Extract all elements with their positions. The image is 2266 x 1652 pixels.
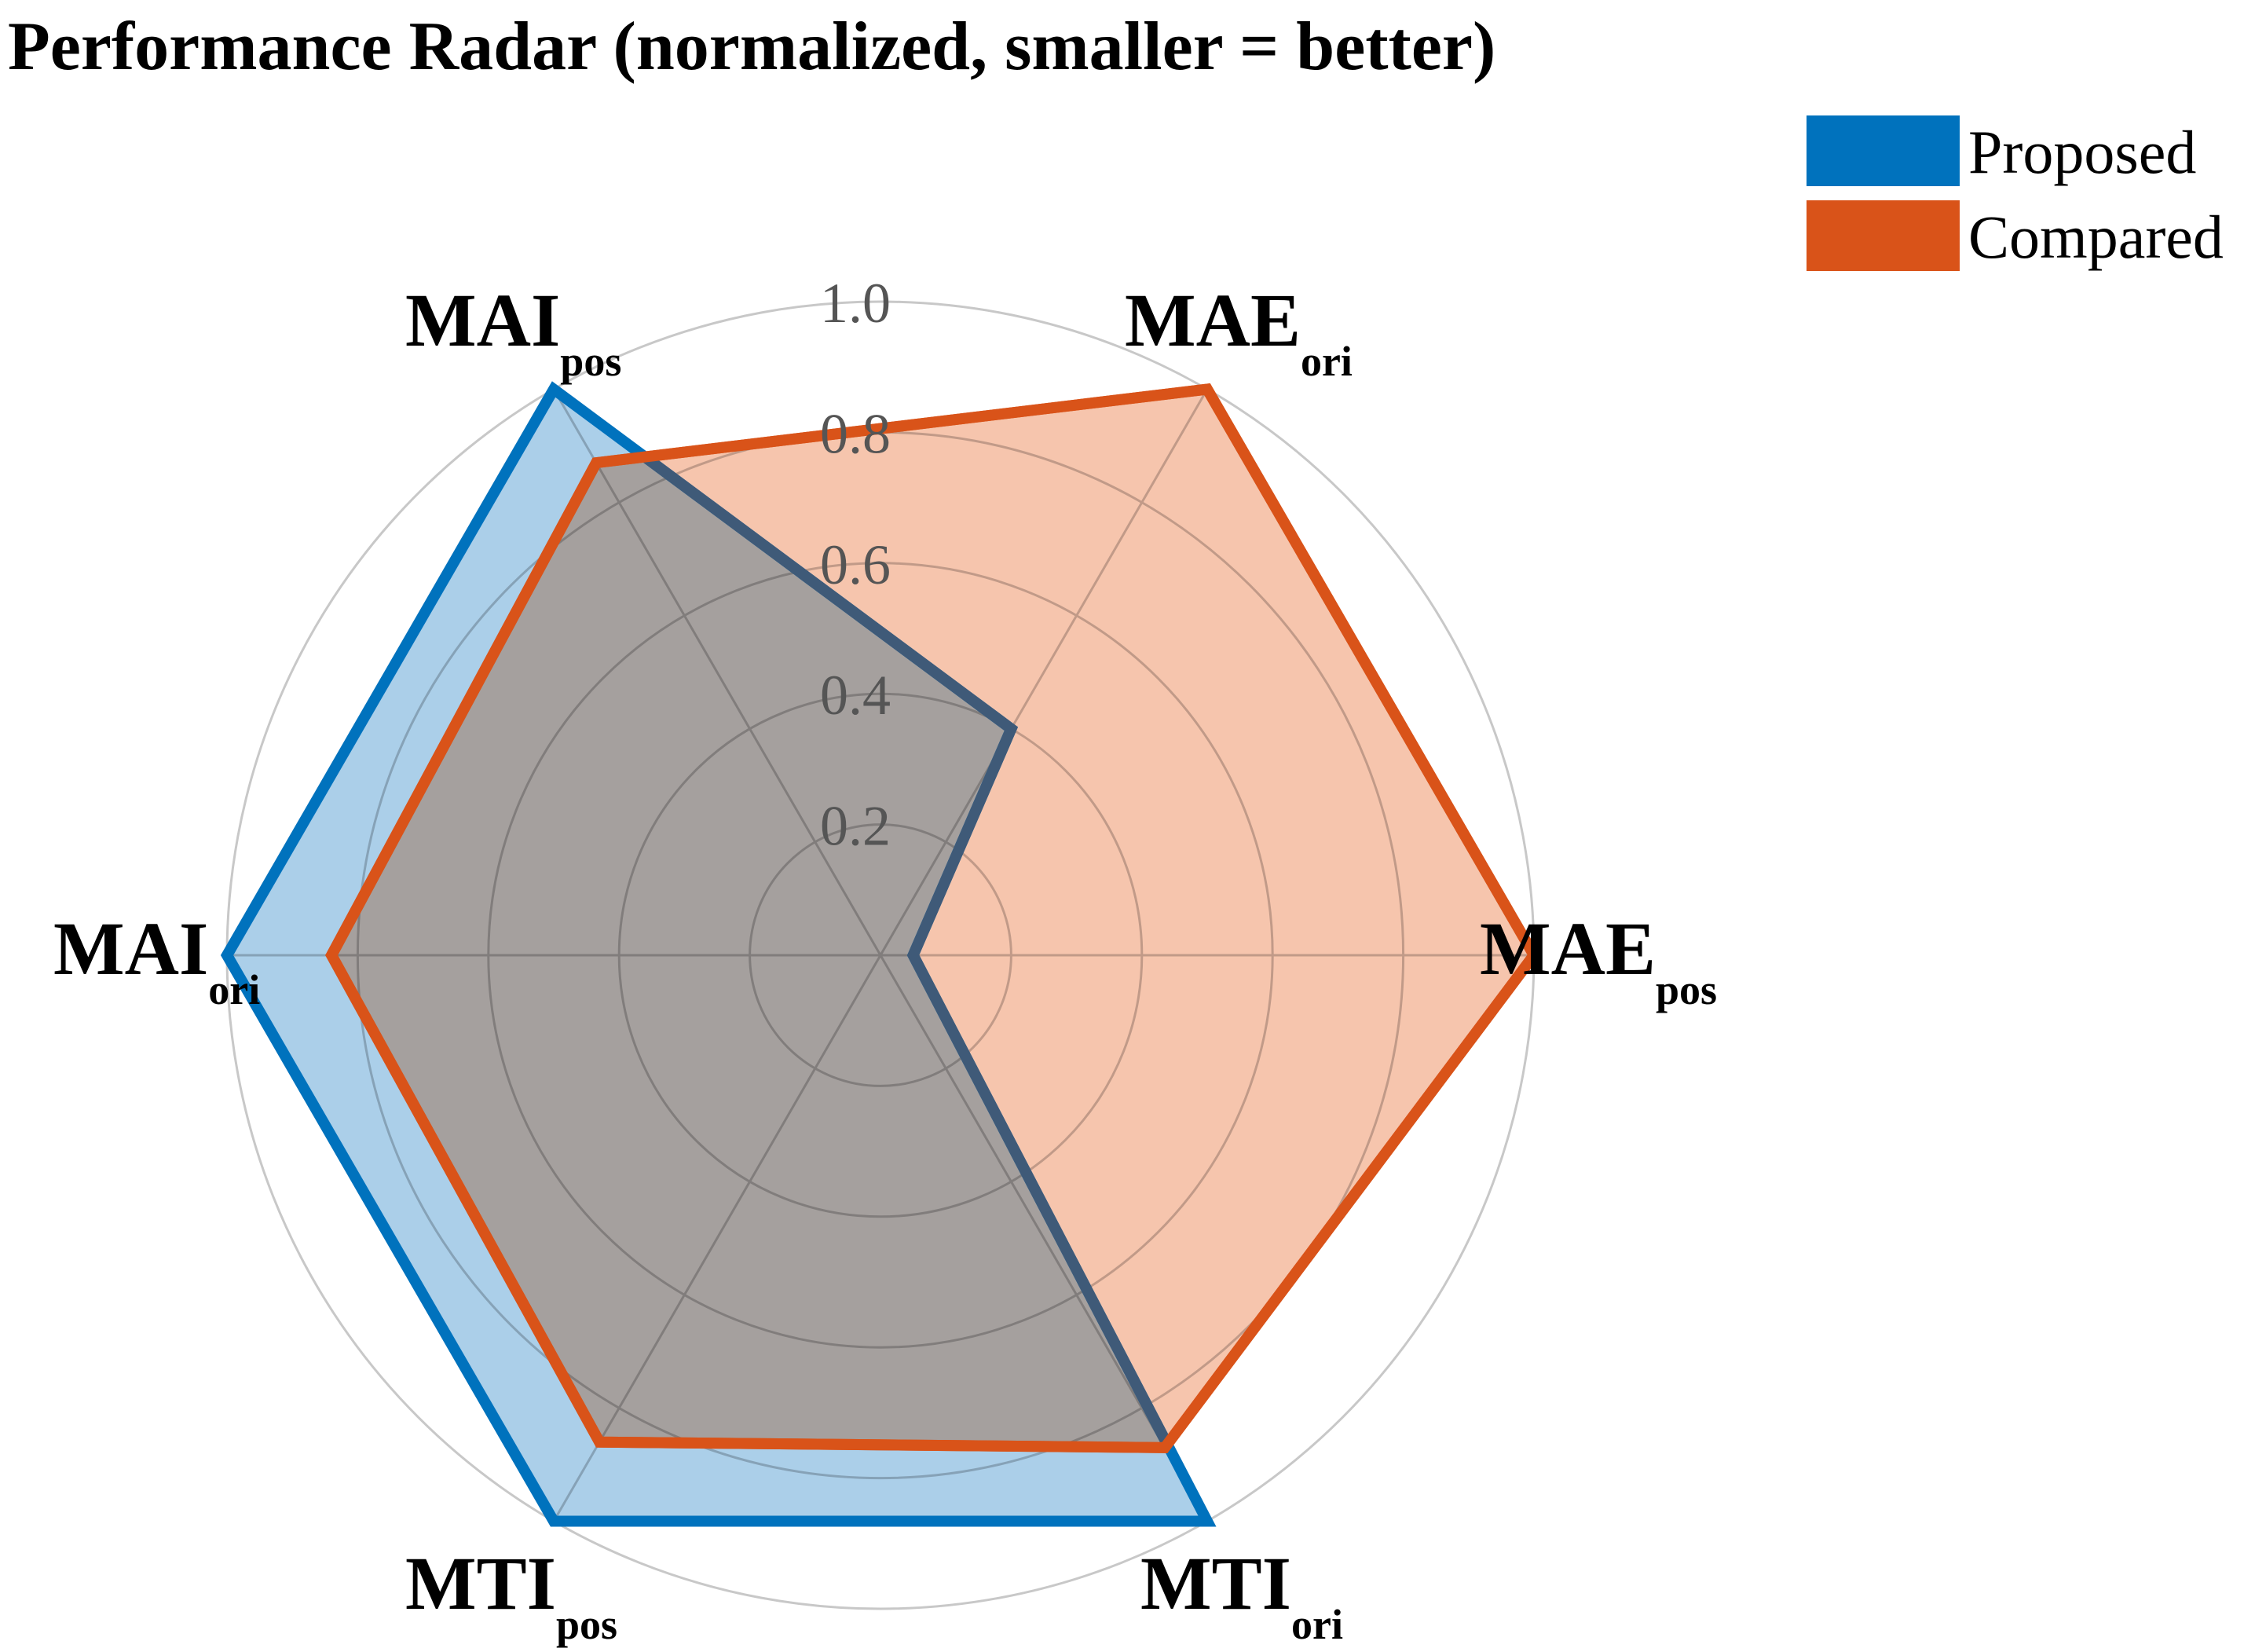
legend-label-proposed: Proposed — [1968, 118, 2196, 186]
legend-swatch-proposed — [1803, 112, 1963, 189]
axis-label-mti-pos: MTIpos — [405, 1541, 617, 1648]
axis-label-mti-ori: MTIori — [1140, 1541, 1343, 1648]
axis-label-main: MTI — [405, 1541, 556, 1625]
legend-label-compared: Compared — [1968, 203, 2224, 271]
series-line-proposed-overlap — [331, 389, 1217, 1448]
axis-label-subscript: pos — [560, 338, 621, 385]
radar-series — [220, 381, 1541, 1527]
axis-label-subscript: pos — [1656, 966, 1717, 1013]
axis-label-subscript: pos — [556, 1601, 617, 1648]
axis-label-subscript: ori — [208, 966, 260, 1013]
axis-label-mai-ori: MAIori — [53, 907, 260, 1013]
chart-title: Performance Radar (normalized, smaller =… — [8, 9, 1495, 85]
radial-tick-labels: 0.2 0.4 0.6 0.8 1.0 — [820, 272, 891, 858]
axis-label-main: MAI — [405, 278, 560, 362]
axis-label-main: MAI — [53, 907, 208, 991]
series-line-compared-top — [325, 383, 1541, 1453]
radial-tick-label: 0.4 — [820, 664, 891, 727]
axis-label-subscript: ori — [1301, 338, 1353, 385]
radial-tick-label: 1.0 — [820, 272, 891, 335]
axis-label-mae-ori: MAEori — [1125, 278, 1353, 385]
radial-tick-label: 0.6 — [820, 533, 891, 596]
axis-label-main: MAE — [1125, 278, 1301, 362]
axis-label-main: MTI — [1140, 1541, 1291, 1625]
axis-label-subscript: ori — [1291, 1601, 1343, 1648]
legend-swatch-compared — [1803, 197, 1963, 274]
axis-label-mae-pos: MAEpos — [1480, 907, 1717, 1013]
radial-tick-label: 0.8 — [820, 402, 891, 465]
axis-label-main: MAE — [1480, 907, 1656, 991]
radial-tick-label: 0.2 — [820, 795, 891, 858]
legend: Proposed Compared — [1803, 112, 2224, 274]
axis-label-mai-pos: MAIpos — [405, 278, 621, 385]
